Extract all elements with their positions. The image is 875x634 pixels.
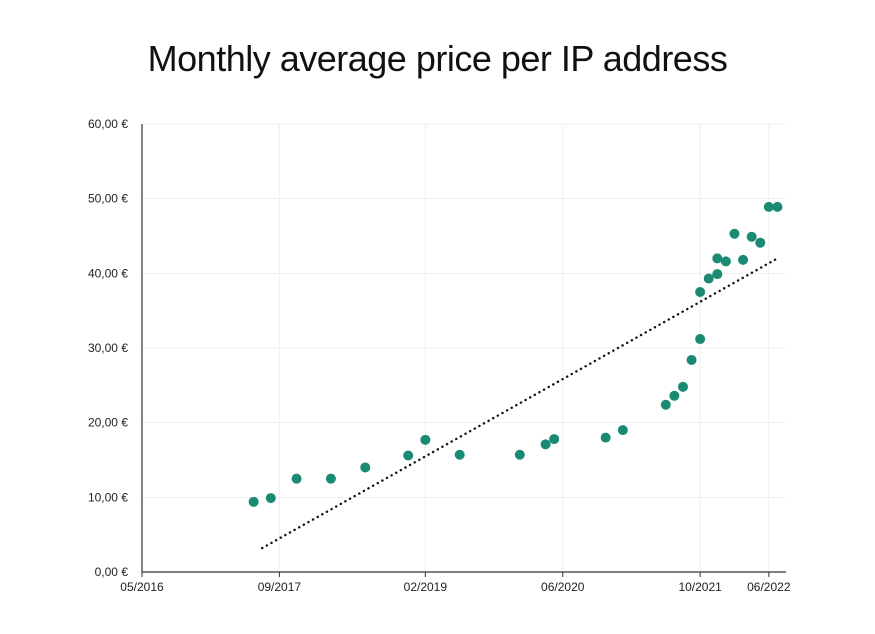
data-point	[746, 231, 757, 242]
data-point	[420, 434, 431, 445]
x-tick-label: 06/2022	[747, 580, 791, 594]
x-tick-label: 02/2019	[404, 580, 448, 594]
data-point	[660, 399, 671, 410]
data-point	[686, 354, 697, 365]
data-point	[695, 334, 706, 345]
y-tick-label: 30,00 €	[88, 341, 128, 355]
trendline	[261, 257, 779, 550]
data-point	[720, 256, 731, 267]
y-tick-labels: 0,00 € 10,00 € 20,00 € 30,00 € 40,00 € 50,00 …	[88, 117, 128, 579]
axes	[141, 124, 786, 573]
data-point	[712, 269, 723, 280]
data-point	[772, 201, 783, 212]
grid	[142, 123, 786, 572]
y-tick-label: 10,00 €	[88, 490, 128, 504]
y-tick-label: 20,00 €	[88, 416, 128, 430]
y-tick-label: 40,00 €	[88, 266, 128, 280]
data-point	[617, 425, 628, 436]
chart-title: Monthly average price per IP address	[147, 38, 728, 79]
data-point	[703, 273, 714, 284]
data-point	[600, 432, 611, 443]
x-tick-labels: 05/2016 09/2017 02/2019 06/2020 10/2021 06/20…	[120, 572, 791, 594]
x-tick-label: 10/2021	[678, 580, 722, 594]
y-tick-label: 60,00 €	[88, 117, 128, 131]
data-point	[755, 237, 766, 248]
data-point	[695, 287, 706, 297]
y-tick-label: 0,00 €	[95, 565, 129, 579]
data-point	[677, 381, 688, 392]
data-point	[360, 462, 371, 473]
data-point	[540, 439, 551, 450]
x-tick-label: 09/2017	[258, 580, 302, 594]
data-point	[738, 254, 749, 265]
trendline-group	[261, 257, 779, 550]
data-point	[514, 449, 525, 460]
data-point	[729, 228, 740, 239]
data-point	[549, 434, 560, 445]
x-tick-label: 06/2020	[541, 580, 585, 594]
data-point	[291, 473, 302, 484]
data-point	[403, 450, 414, 461]
x-tick-label: 05/2016	[120, 580, 164, 594]
data-point	[454, 449, 465, 460]
data-point	[669, 390, 680, 401]
data-point	[248, 496, 259, 507]
data-point	[763, 201, 774, 212]
y-tick-label: 50,00 €	[88, 192, 128, 206]
data-point	[325, 473, 336, 484]
data-point	[265, 493, 276, 504]
data-points	[248, 201, 783, 507]
data-point	[712, 253, 723, 264]
